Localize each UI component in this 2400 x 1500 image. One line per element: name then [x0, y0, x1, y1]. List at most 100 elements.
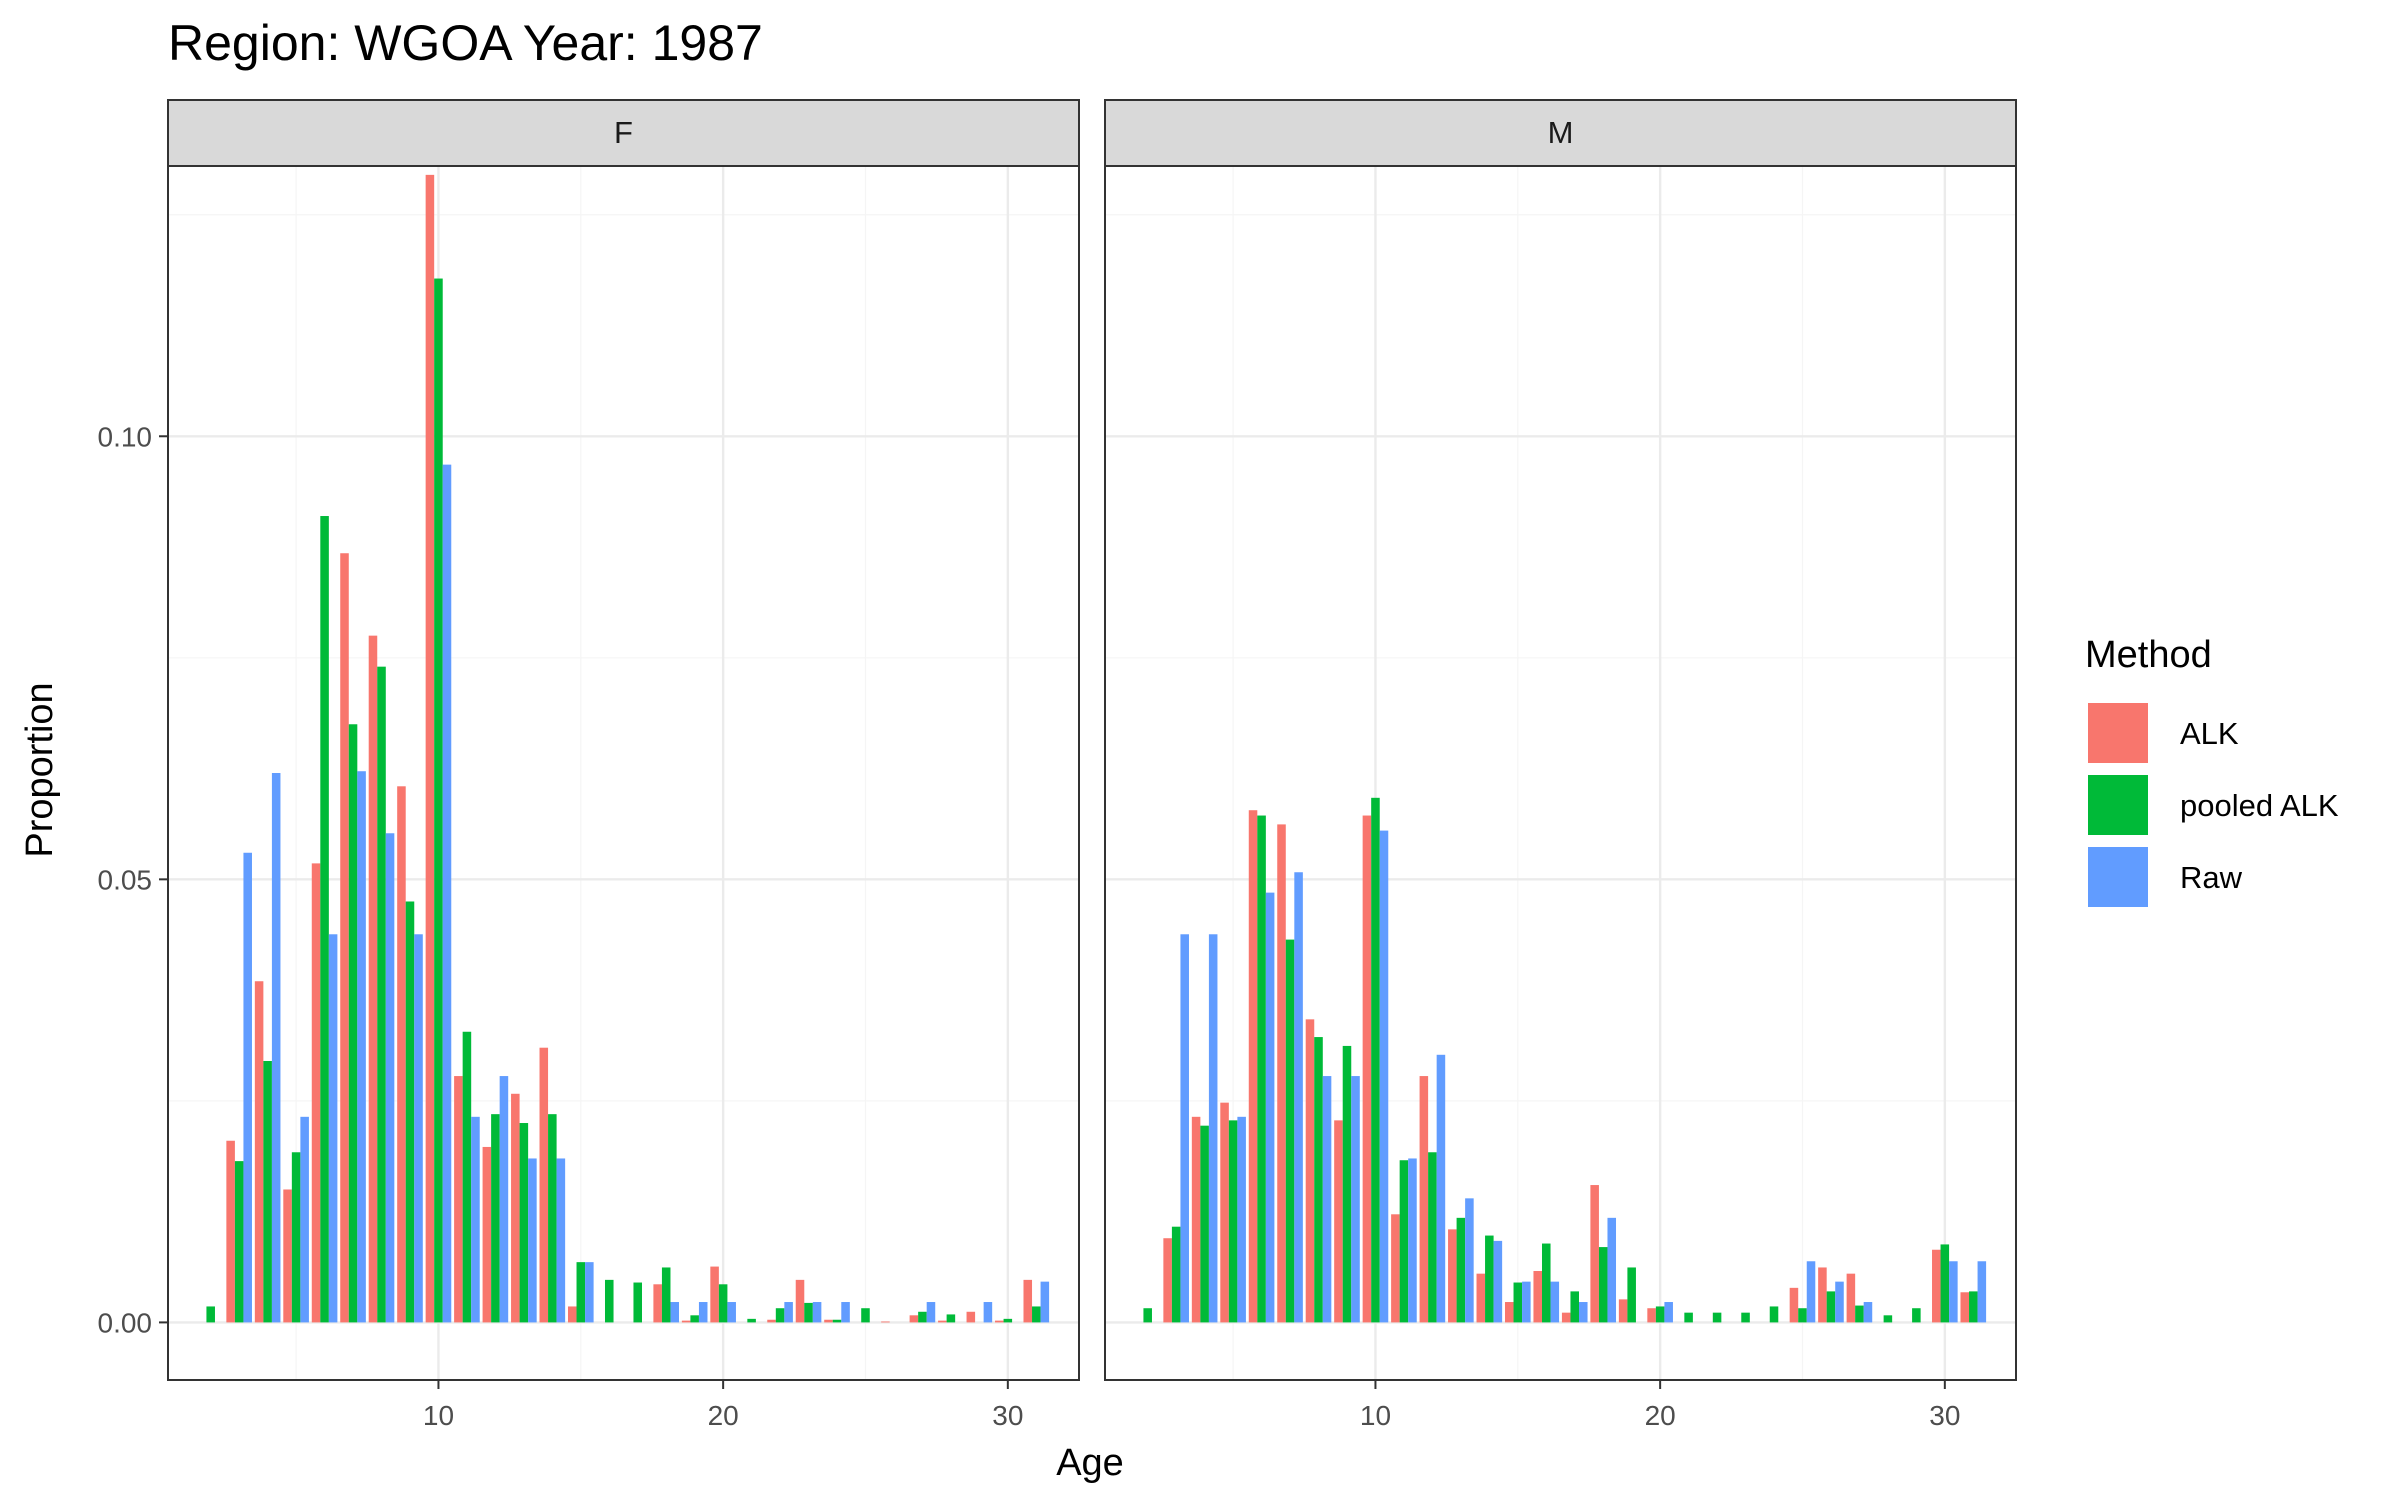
y-tick-label: 0.10 — [98, 421, 153, 452]
bar-pooled-alk-age-27 — [1855, 1305, 1864, 1323]
bar-raw-age-6 — [328, 934, 338, 1323]
x-axis-title: Age — [1056, 1442, 1124, 1484]
bar-raw-age-18 — [670, 1302, 680, 1323]
bar-alk-age-18 — [653, 1284, 662, 1323]
bar-raw-age-31 — [1977, 1261, 1987, 1323]
bar-raw-age-7 — [1294, 872, 1303, 1323]
bar-raw-age-13 — [1465, 1198, 1474, 1323]
bar-raw-age-13 — [528, 1158, 537, 1323]
bar-raw-age-9 — [414, 934, 423, 1323]
y-tick-label: 0.00 — [98, 1307, 153, 1338]
bar-alk-age-14 — [539, 1047, 549, 1323]
bar-alk-age-14 — [1476, 1273, 1486, 1323]
bar-raw-age-23 — [812, 1302, 822, 1323]
bar-pooled-alk-age-24 — [1769, 1306, 1779, 1323]
bar-alk-age-24 — [824, 1319, 833, 1323]
bar-alk-age-26 — [881, 1321, 890, 1323]
x-tick-label: 10 — [1360, 1400, 1391, 1431]
bar-raw-age-31 — [1040, 1281, 1050, 1323]
bar-pooled-alk-age-3 — [234, 1161, 244, 1323]
legend-swatch-pooled-alk — [2088, 775, 2148, 835]
bar-pooled-alk-age-30 — [1940, 1244, 1950, 1323]
bar-pooled-alk-age-30 — [1003, 1318, 1013, 1323]
bar-raw-age-27 — [1863, 1302, 1873, 1323]
bar-alk-age-22 — [767, 1319, 776, 1323]
bar-raw-age-10 — [1379, 830, 1389, 1323]
bar-raw-age-22 — [784, 1302, 793, 1323]
bar-pooled-alk-age-23 — [1741, 1312, 1750, 1323]
bar-pooled-alk-age-4 — [1200, 1125, 1209, 1323]
bar-pooled-alk-age-2 — [1143, 1308, 1152, 1323]
facet-strip-label: F — [614, 115, 633, 150]
bar-raw-age-16 — [1550, 1281, 1560, 1323]
bar-raw-age-29 — [983, 1302, 993, 1323]
bar-raw-age-19 — [698, 1302, 708, 1323]
bar-pooled-alk-age-21 — [1684, 1312, 1693, 1323]
x-tick-label: 20 — [1645, 1400, 1676, 1431]
bar-pooled-alk-age-16 — [1541, 1243, 1551, 1323]
bar-pooled-alk-age-14 — [548, 1114, 557, 1323]
bar-raw-age-17 — [1579, 1302, 1588, 1323]
bar-pooled-alk-age-19 — [1627, 1267, 1636, 1323]
bar-alk-age-19 — [681, 1320, 691, 1323]
bar-pooled-alk-age-15 — [1513, 1282, 1523, 1323]
bar-raw-age-8 — [1322, 1076, 1332, 1323]
bar-alk-age-10 — [1362, 815, 1372, 1323]
bar-alk-age-11 — [454, 1076, 463, 1323]
bar-pooled-alk-age-9 — [1342, 1045, 1352, 1323]
bar-alk-age-28 — [938, 1320, 947, 1323]
bar-alk-age-12 — [482, 1146, 492, 1323]
bar-alk-age-9 — [397, 786, 406, 1323]
bar-pooled-alk-age-5 — [291, 1152, 301, 1323]
bar-alk-age-3 — [226, 1140, 235, 1323]
bar-pooled-alk-age-17 — [633, 1282, 643, 1323]
facet-strip-label: M — [1548, 115, 1574, 150]
bar-raw-age-18 — [1607, 1217, 1617, 1323]
bar-alk-age-5 — [1220, 1102, 1229, 1323]
bar-alk-age-7 — [1277, 824, 1286, 1323]
bar-pooled-alk-age-20 — [1655, 1306, 1665, 1323]
bar-pooled-alk-age-26 — [1826, 1291, 1836, 1323]
bar-alk-age-23 — [795, 1279, 805, 1323]
bar-pooled-alk-age-12 — [1428, 1152, 1437, 1323]
bar-raw-age-20 — [727, 1302, 736, 1323]
facet-strip — [167, 99, 1080, 167]
bar-alk-age-27 — [1846, 1273, 1856, 1323]
bar-alk-age-25 — [1789, 1287, 1799, 1323]
bar-alk-age-20 — [1647, 1308, 1656, 1323]
bar-raw-age-12 — [499, 1076, 509, 1323]
bar-raw-age-7 — [357, 771, 366, 1323]
bar-alk-age-20 — [710, 1266, 719, 1323]
bar-pooled-alk-age-25 — [861, 1308, 870, 1323]
bar-pooled-alk-age-13 — [1456, 1217, 1466, 1323]
bar-pooled-alk-age-17 — [1570, 1291, 1580, 1323]
bar-pooled-alk-age-9 — [405, 901, 415, 1323]
bar-raw-age-15 — [585, 1262, 594, 1323]
bar-alk-age-17 — [1561, 1312, 1571, 1323]
bar-raw-age-5 — [300, 1116, 309, 1323]
bar-pooled-alk-age-22 — [1712, 1312, 1722, 1323]
y-axis-title: Proportion — [19, 682, 61, 857]
bar-pooled-alk-age-14 — [1485, 1235, 1494, 1323]
bar-raw-age-30 — [1949, 1261, 1958, 1323]
bar-raw-age-11 — [1408, 1158, 1417, 1323]
bar-raw-age-3 — [243, 852, 252, 1323]
bar-alk-age-13 — [511, 1093, 520, 1323]
bar-pooled-alk-age-23 — [804, 1302, 813, 1323]
legend: Method ALK pooled ALK Raw — [2085, 634, 2339, 910]
legend-label-pooled-alk: pooled ALK — [2180, 788, 2339, 823]
bar-pooled-alk-age-5 — [1228, 1120, 1238, 1323]
bar-alk-age-8 — [368, 635, 378, 1323]
chart-title: Region: WGOA Year: 1987 — [168, 15, 763, 71]
y-tick-label: 0.05 — [98, 864, 153, 895]
bar-alk-age-30 — [995, 1320, 1004, 1323]
bar-pooled-alk-age-10 — [434, 278, 443, 1323]
bar-pooled-alk-age-16 — [604, 1279, 614, 1323]
bar-pooled-alk-age-4 — [263, 1060, 272, 1323]
legend-title: Method — [2085, 634, 2212, 676]
bar-pooled-alk-age-6 — [320, 516, 329, 1323]
bar-alk-age-9 — [1334, 1120, 1343, 1323]
bar-alk-age-26 — [1818, 1267, 1827, 1323]
bar-alk-age-15 — [567, 1306, 577, 1323]
